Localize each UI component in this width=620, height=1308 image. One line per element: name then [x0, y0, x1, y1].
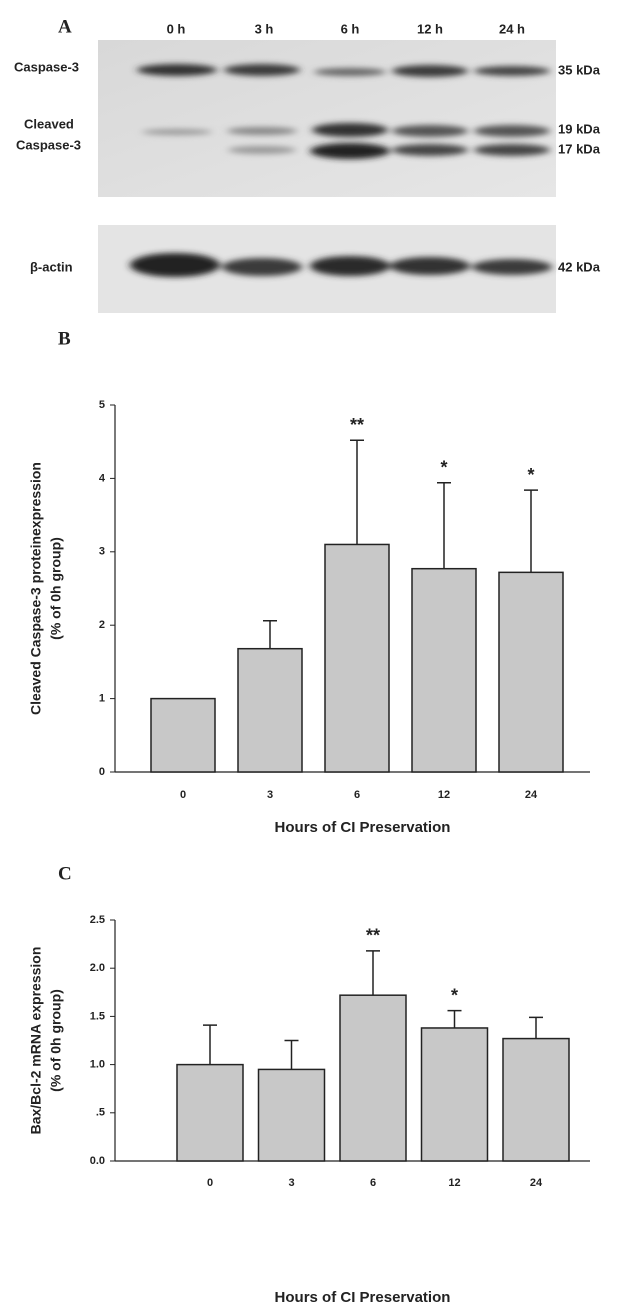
panel-label: B — [58, 328, 71, 349]
x-tick-label: 12 — [448, 1177, 460, 1189]
size-label: 42 kDa — [558, 259, 601, 274]
error-bar — [284, 1039, 299, 1070]
significance-label: ** — [366, 926, 380, 946]
significance-label: * — [451, 985, 458, 1005]
error-bar — [366, 950, 380, 996]
bar — [150, 697, 216, 773]
band-label: Caspase-3 — [16, 137, 81, 152]
lane-label: 12 h — [417, 21, 443, 36]
x-tick-label: 12 — [438, 789, 450, 801]
y-tick-label: 1.0 — [90, 1059, 105, 1071]
error-bar — [437, 482, 451, 569]
x-tick-label: 6 — [370, 1177, 376, 1189]
x-tick-label: 24 — [530, 1177, 543, 1189]
y-tick-label: 2.0 — [90, 962, 105, 974]
significance-label: * — [527, 465, 534, 485]
blot-membrane — [98, 40, 556, 197]
lane-label: 24 h — [499, 21, 525, 36]
bar — [498, 571, 564, 773]
lane-label: 6 h — [341, 21, 360, 36]
significance-label: * — [440, 458, 447, 478]
panel-label: A — [58, 16, 72, 37]
y-axis-label: Bax/Bcl-2 mRNA expression — [28, 947, 44, 1135]
bar — [237, 647, 303, 773]
y-axis-label: Cleaved Caspase-3 proteinexpression — [28, 462, 44, 715]
y-tick-label: 0.0 — [90, 1155, 105, 1167]
significance-label: ** — [350, 415, 364, 435]
bar — [176, 1063, 244, 1162]
band-label: β-actin — [30, 259, 73, 274]
error-bar — [263, 620, 277, 649]
size-label: 35 kDa — [558, 62, 601, 77]
size-label: 19 kDa — [558, 121, 601, 136]
bar — [502, 1037, 570, 1162]
x-tick-label: 6 — [354, 789, 360, 801]
blot-bands — [130, 64, 552, 277]
lane-label: 0 h — [167, 21, 186, 36]
x-tick-label: 3 — [267, 789, 273, 801]
error-bar — [529, 1016, 543, 1039]
x-tick-label: 3 — [288, 1177, 294, 1189]
error-bar — [447, 1009, 462, 1028]
y-tick-label: 4 — [99, 472, 106, 484]
blot-panel: A 0 h 3 h 6 h 12 h 24 h Caspase-3 Cleave… — [14, 16, 601, 313]
y-tick-label: 1 — [99, 693, 105, 705]
bar — [324, 543, 390, 773]
y-tick-label: 2 — [99, 619, 105, 631]
x-tick-label: 0 — [207, 1177, 213, 1189]
panel-label: C — [58, 863, 72, 884]
band-label: Cleaved — [24, 116, 74, 131]
y-tick-label: 2.5 — [90, 914, 105, 926]
y-axis-label: (% of 0h group) — [48, 989, 64, 1092]
x-axis-label: Hours of CI Preservation — [275, 1289, 451, 1306]
bar — [411, 567, 477, 773]
y-tick-label: 1.5 — [90, 1010, 105, 1022]
lane-label: 3 h — [255, 21, 274, 36]
bar — [420, 1027, 489, 1162]
y-axis-label: (% of 0h group) — [48, 537, 64, 640]
x-tick-label: 24 — [525, 789, 538, 801]
x-axis-label: Hours of CI Preservation — [275, 819, 451, 836]
y-tick-label: 5 — [99, 399, 105, 411]
y-tick-label: .5 — [96, 1107, 105, 1119]
error-bar — [524, 489, 538, 573]
y-tick-label: 0 — [99, 766, 105, 778]
error-bar — [203, 1024, 217, 1065]
y-tick-label: 3 — [99, 546, 105, 558]
bar — [257, 1068, 326, 1162]
bar — [339, 994, 407, 1162]
band-label: Caspase-3 — [14, 59, 79, 74]
error-bar — [350, 439, 364, 545]
x-tick-label: 0 — [180, 789, 186, 801]
size-label: 17 kDa — [558, 141, 601, 156]
